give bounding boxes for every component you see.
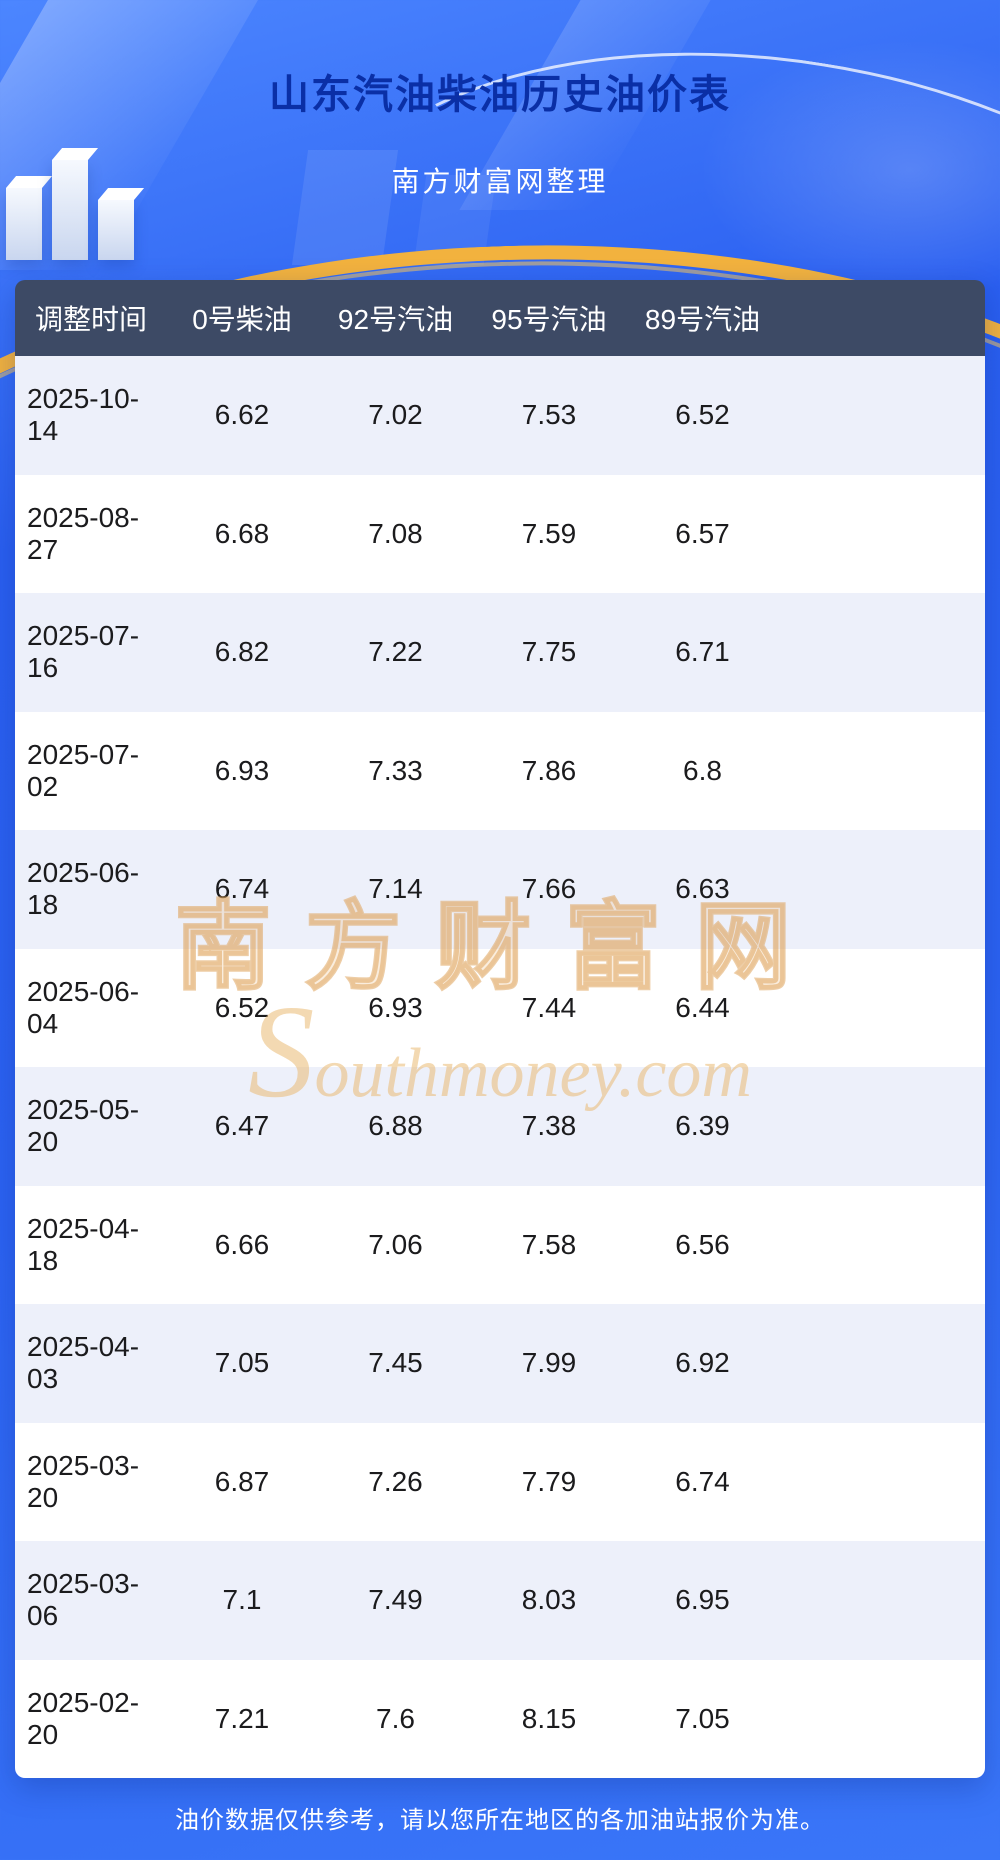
footer-note: 油价数据仅供参考，请以您所在地区的各加油站报价为准。 <box>175 1807 825 1834</box>
price-cell: 6.68 <box>214 517 270 549</box>
price-cell: 7.53 <box>521 399 577 431</box>
price-cell: 7.49 <box>368 1584 423 1616</box>
table-row: 2025-06-04 6.52 6.93 7.44 6.44 <box>15 948 985 1067</box>
price-cell: 7.08 <box>368 517 423 549</box>
date-cell: 2025-03-06 <box>27 1568 140 1632</box>
price-cell: 7.06 <box>368 1228 423 1260</box>
price-cell: 6.63 <box>675 873 730 905</box>
date-cell: 2025-06-04 <box>27 975 140 1039</box>
price-cell: 6.52 <box>214 991 270 1023</box>
price-cell: 7.6 <box>376 1702 415 1734</box>
price-cell: 6.88 <box>368 1110 423 1142</box>
price-cell: 6.66 <box>214 1228 270 1260</box>
table-row: 2025-02-20 7.21 7.6 8.15 7.05 <box>15 1659 985 1778</box>
price-cell: 8.03 <box>521 1584 577 1616</box>
date-cell: 2025-08-27 <box>27 501 140 565</box>
column-header: 95号汽油 <box>491 304 607 335</box>
price-cell: 6.56 <box>675 1228 730 1260</box>
price-cell: 7.86 <box>521 754 577 786</box>
column-header: 92号汽油 <box>337 304 454 335</box>
price-cell: 7.14 <box>368 873 423 905</box>
price-cell: 7.75 <box>521 636 577 668</box>
date-cell: 2025-04-03 <box>27 1331 140 1395</box>
price-cell: 6.57 <box>675 517 730 549</box>
price-cell: 7.02 <box>368 399 423 431</box>
price-cell: 6.47 <box>214 1110 270 1142</box>
bar-chart-decoration <box>0 118 160 260</box>
date-cell: 2025-04-18 <box>27 1212 140 1276</box>
price-cell: 6.95 <box>675 1584 730 1616</box>
page-subtitle: 南方财富网整理 <box>391 166 609 197</box>
table-row: 2025-07-02 6.93 7.33 7.86 6.8 <box>15 711 985 830</box>
bar-decoration <box>98 200 134 260</box>
price-cell: 6.93 <box>368 991 423 1023</box>
table-row: 2025-04-03 7.05 7.45 7.99 6.92 <box>15 1304 985 1423</box>
price-cell: 7.1 <box>222 1584 262 1616</box>
price-cell: 7.33 <box>368 754 423 786</box>
date-cell: 2025-07-16 <box>27 620 140 684</box>
price-table: 调整时间 0号柴油 92号汽油 95号汽油 89号汽油 2025-10-14 6.62 7.… <box>15 280 985 1778</box>
date-cell: 2025-10-14 <box>27 383 140 447</box>
price-cell: 7.21 <box>214 1702 270 1734</box>
date-cell: 2025-03-20 <box>27 1449 140 1513</box>
table-row: 2025-07-16 6.82 7.22 7.75 6.71 <box>15 593 985 712</box>
price-cell: 8.15 <box>521 1702 577 1734</box>
column-header: 0号柴油 <box>192 304 292 335</box>
price-cell: 7.58 <box>521 1228 577 1260</box>
bar-decoration <box>52 160 88 260</box>
date-cell: 2025-05-20 <box>27 1094 140 1158</box>
column-header: 调整时间 <box>35 304 148 335</box>
table-row: 2025-03-20 6.87 7.26 7.79 6.74 <box>15 1422 985 1541</box>
price-cell: 6.8 <box>683 754 722 786</box>
price-cell: 7.99 <box>521 1347 577 1379</box>
price-cell: 6.93 <box>214 754 270 786</box>
price-cell: 7.22 <box>368 636 423 668</box>
price-cell: 7.26 <box>368 1465 423 1497</box>
table-row: 2025-03-06 7.1 7.49 8.03 6.95 <box>15 1541 985 1660</box>
price-cell: 7.05 <box>214 1347 270 1379</box>
table-header-row: 调整时间 0号柴油 92号汽油 95号汽油 89号汽油 <box>15 280 985 356</box>
date-cell: 2025-06-18 <box>27 857 140 921</box>
price-cell: 7.66 <box>521 873 577 905</box>
price-cell: 7.59 <box>521 517 577 549</box>
price-cell: 6.87 <box>214 1465 270 1497</box>
date-cell: 2025-02-20 <box>27 1686 140 1750</box>
price-cell: 6.71 <box>675 636 730 668</box>
table-row: 2025-08-27 6.68 7.08 7.59 6.57 <box>15 474 985 593</box>
bar-decoration <box>6 188 42 260</box>
price-cell: 6.92 <box>675 1347 730 1379</box>
price-cell: 6.52 <box>675 399 730 431</box>
price-cell: 6.44 <box>675 991 730 1023</box>
table-row: 2025-10-14 6.62 7.02 7.53 6.52 <box>15 356 985 475</box>
price-cell: 7.45 <box>368 1347 423 1379</box>
table-row: 2025-06-18 6.74 7.14 7.66 6.63 <box>15 830 985 949</box>
price-cell: 7.05 <box>675 1702 730 1734</box>
price-cell: 7.79 <box>521 1465 577 1497</box>
price-cell: 6.62 <box>214 399 270 431</box>
table-row: 2025-04-18 6.66 7.06 7.58 6.56 <box>15 1185 985 1304</box>
price-cell: 6.39 <box>675 1110 730 1142</box>
table-body: 2025-10-14 6.62 7.02 7.53 6.52 2025-08-27 6.68… <box>15 356 985 1778</box>
page-title: 山东汽油柴油历史油价表 <box>269 73 731 117</box>
price-cell: 7.44 <box>521 991 577 1023</box>
date-cell: 2025-07-02 <box>27 738 140 802</box>
price-cell: 7.38 <box>521 1110 577 1142</box>
price-cell: 6.74 <box>675 1465 730 1497</box>
table-row: 2025-05-20 6.47 6.88 7.38 6.39 <box>15 1067 985 1186</box>
price-cell: 6.82 <box>214 636 270 668</box>
price-cell: 6.74 <box>214 873 270 905</box>
column-header: 89号汽油 <box>644 304 761 335</box>
